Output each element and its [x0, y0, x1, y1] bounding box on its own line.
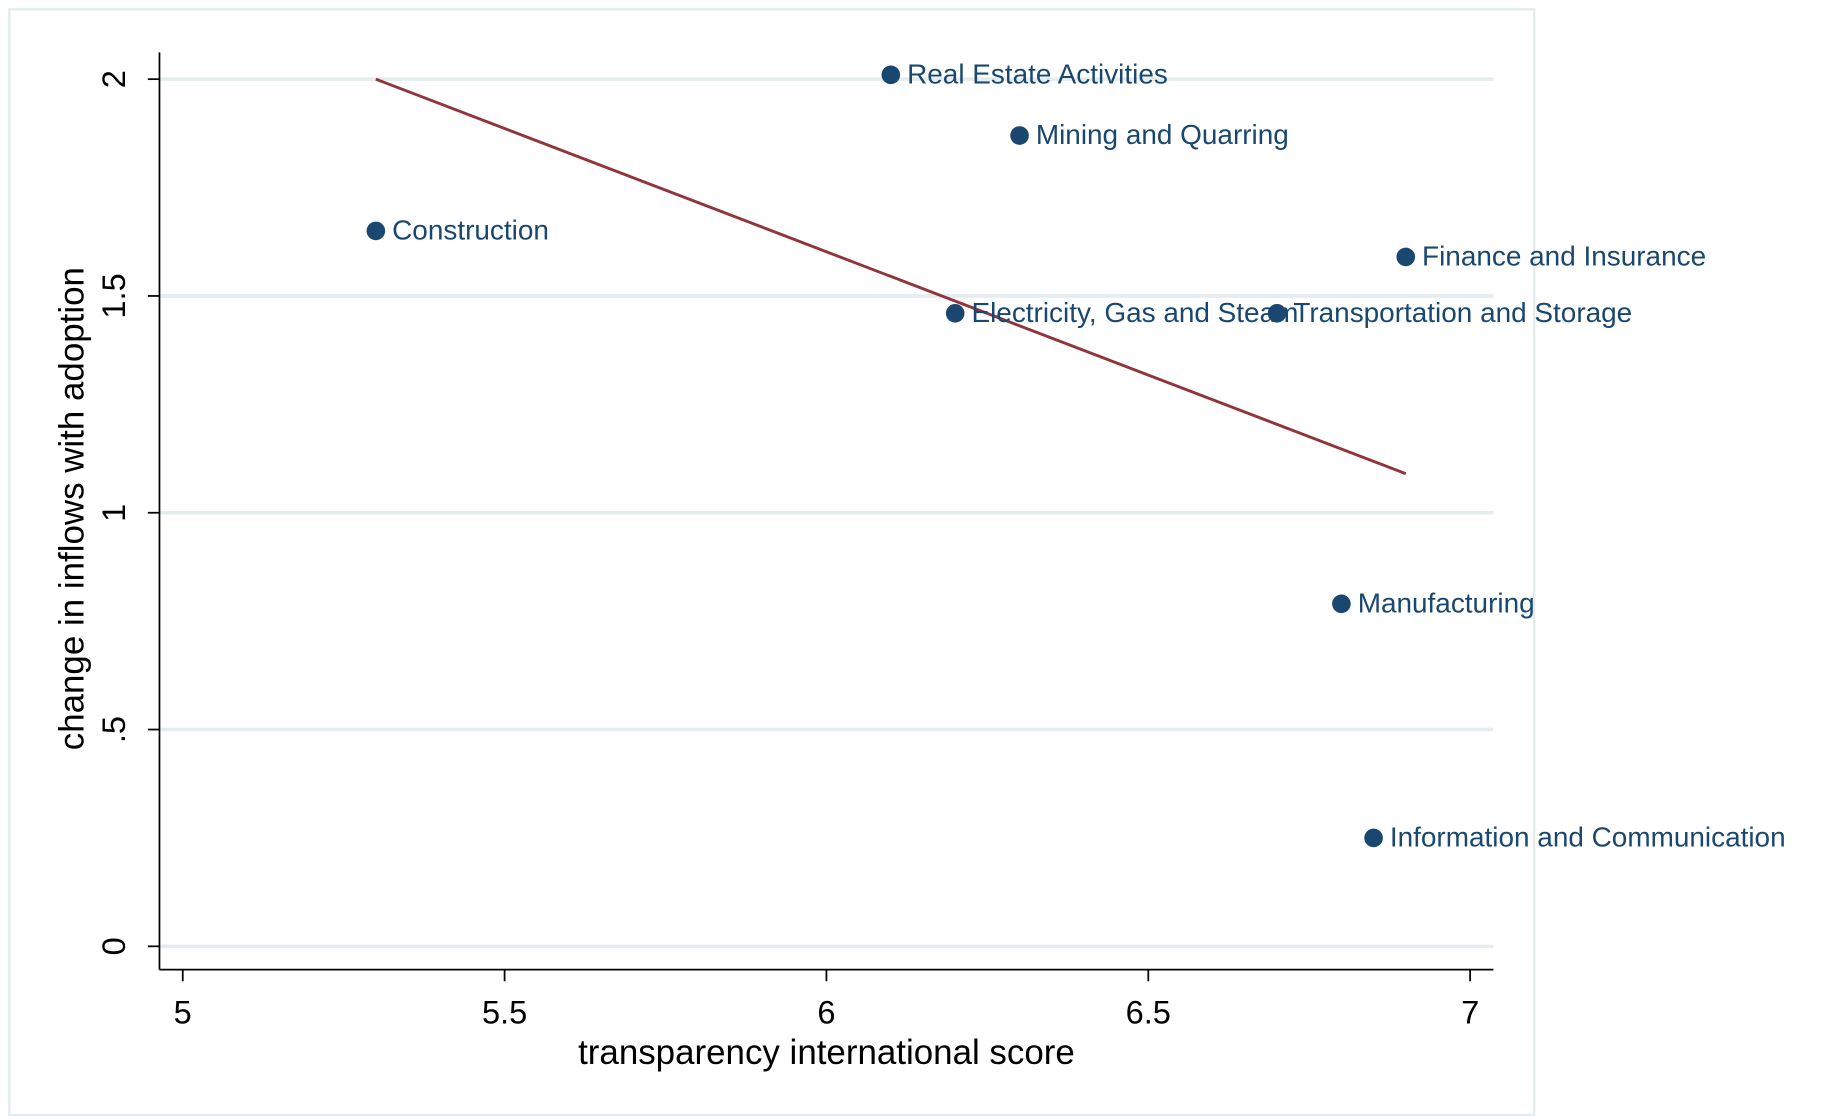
point-label: Transportation and Storage — [1293, 297, 1632, 328]
fit-line — [375, 77, 1407, 476]
y-tick-label: .5 — [95, 716, 132, 743]
point-label: Information and Communication — [1390, 821, 1786, 852]
point — [366, 221, 386, 241]
point-label: Finance and Insurance — [1422, 240, 1706, 271]
y-axis-title: change in inflows with adoption — [53, 267, 92, 750]
y-tick-label: 1 — [95, 504, 132, 522]
point — [881, 65, 901, 85]
point — [1364, 828, 1383, 848]
x-tick-label: 5 — [174, 994, 192, 1031]
x-tick-label: 6.5 — [1126, 994, 1171, 1031]
point-label: Electricity, Gas and Steam — [971, 297, 1298, 328]
point — [1396, 247, 1416, 267]
y-tick-label: 2 — [95, 70, 132, 88]
point-label: Real Estate Activities — [907, 58, 1168, 89]
y-tick-label: 0 — [95, 937, 132, 955]
x-tick-label: 6 — [817, 994, 835, 1031]
frame — [8, 8, 1536, 1116]
point — [1010, 126, 1029, 145]
plot-area: transparency international score change … — [8, 8, 1786, 1116]
point-label: Mining and Quarring — [1036, 119, 1289, 150]
point-label: Manufacturing — [1358, 587, 1535, 618]
x-tick-label: 5.5 — [482, 994, 527, 1031]
point-label: Construction — [392, 214, 549, 245]
x-tick-label: 7 — [1461, 994, 1479, 1031]
point — [1332, 594, 1351, 614]
point — [1267, 303, 1287, 323]
point — [945, 303, 965, 323]
y-tick-label: 1.5 — [95, 273, 132, 318]
x-axis-title: transparency international score — [578, 1033, 1075, 1072]
